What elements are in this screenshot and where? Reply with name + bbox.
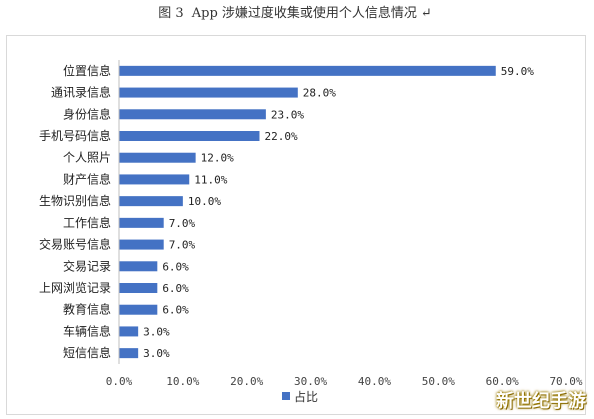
- category-label: 生物识别信息: [39, 193, 111, 208]
- category-label: 身份信息: [63, 106, 111, 121]
- legend-label: 占比: [294, 389, 318, 404]
- data-label: 7.0%: [169, 239, 196, 252]
- x-tick-label: 50.0%: [422, 375, 455, 388]
- data-label: 3.0%: [143, 347, 170, 360]
- data-label: 6.0%: [162, 282, 189, 295]
- data-label: 6.0%: [162, 260, 189, 273]
- data-label: 7.0%: [169, 217, 196, 230]
- data-label: 22.0%: [264, 130, 297, 143]
- data-label: 11.0%: [194, 173, 227, 186]
- figure-number: 图 3: [158, 6, 184, 21]
- legend: 占比: [282, 389, 318, 404]
- x-tick-label: 0.0%: [106, 375, 133, 388]
- category-label: 财产信息: [63, 171, 111, 186]
- bar: [119, 174, 190, 185]
- bar: [119, 217, 164, 228]
- bar: [119, 283, 158, 293]
- bar: [119, 87, 298, 98]
- category-label: 上网浏览记录: [39, 280, 111, 295]
- x-tick-label: 10.0%: [166, 375, 199, 388]
- legend-swatch: [282, 392, 290, 400]
- data-label: 3.0%: [143, 325, 170, 338]
- category-label: 车辆信息: [63, 323, 111, 338]
- data-label: 23.0%: [271, 108, 304, 121]
- chart-frame: [6, 35, 586, 415]
- category-label: 教育信息: [63, 302, 111, 317]
- data-label: 10.0%: [188, 195, 221, 208]
- x-tick-label: 70.0%: [549, 375, 582, 388]
- data-label: 12.0%: [201, 152, 234, 165]
- bar: [119, 131, 260, 141]
- x-tick-label: 40.0%: [358, 375, 391, 388]
- data-label: 6.0%: [162, 304, 189, 317]
- category-label: 个人照片: [63, 151, 111, 165]
- bar: [119, 152, 196, 163]
- chart-title: App 涉嫌过度收集或使用个人信息情况: [191, 6, 417, 21]
- bar: [119, 239, 164, 250]
- bar: [119, 109, 266, 120]
- category-label: 工作信息: [63, 215, 111, 230]
- bar: [119, 261, 158, 272]
- return-mark-icon: ↵: [420, 6, 432, 21]
- x-tick-label: 20.0%: [230, 375, 263, 388]
- watermark-logo: 新世纪手游: [496, 391, 586, 412]
- bar: [119, 65, 496, 76]
- chart-caption: 图 3 App 涉嫌过度收集或使用个人信息情况 ↵: [0, 2, 594, 21]
- bar: [119, 348, 139, 359]
- category-label: 手机号码信息: [39, 128, 111, 143]
- bar: [119, 196, 183, 207]
- data-label: 59.0%: [501, 65, 534, 78]
- bar: [119, 326, 139, 337]
- category-label: 交易账号信息: [39, 237, 111, 252]
- category-label: 通讯录信息: [51, 85, 111, 100]
- data-label: 28.0%: [303, 87, 336, 100]
- category-label: 短信信息: [63, 345, 111, 360]
- x-tick-label: 30.0%: [294, 375, 327, 388]
- category-label: 交易记录: [63, 258, 111, 273]
- x-tick-label: 60.0%: [486, 375, 519, 388]
- bar: [119, 304, 158, 315]
- category-label: 位置信息: [63, 63, 111, 78]
